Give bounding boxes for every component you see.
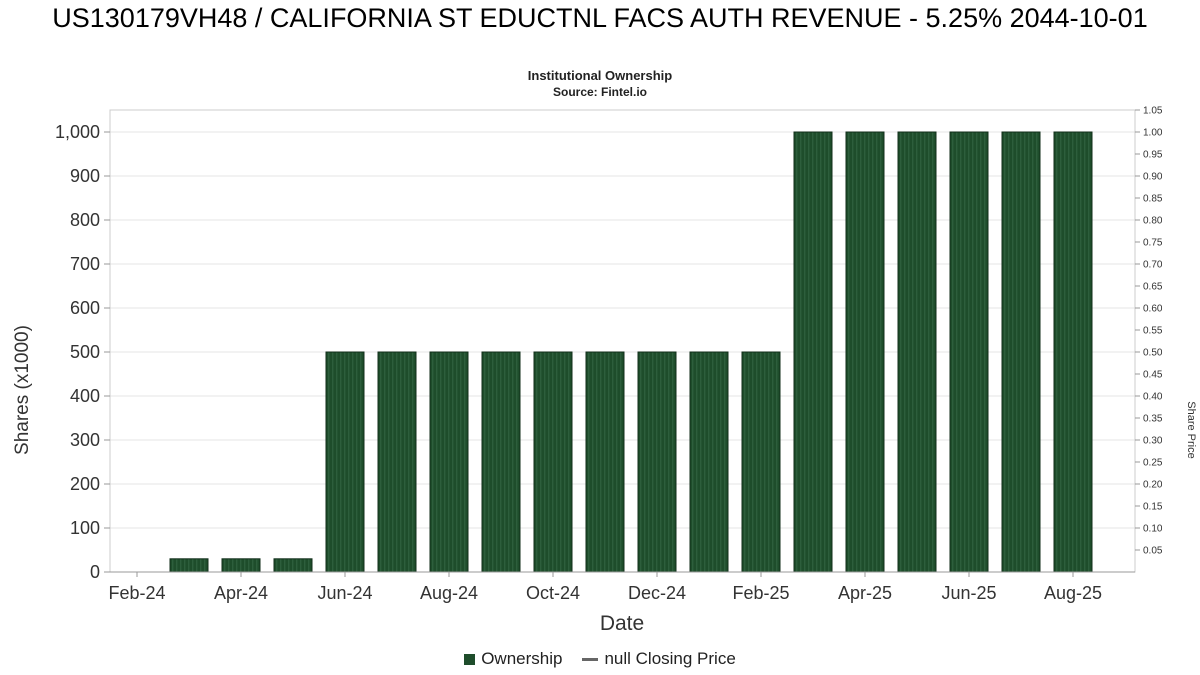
- svg-text:500: 500: [70, 342, 100, 362]
- legend-label-ownership: Ownership: [481, 649, 563, 668]
- legend-item-closing-price[interactable]: null Closing Price: [582, 649, 736, 669]
- svg-text:0.95: 0.95: [1143, 150, 1163, 161]
- svg-text:Feb-24: Feb-24: [108, 583, 165, 603]
- svg-text:600: 600: [70, 298, 100, 318]
- svg-text:0.85: 0.85: [1143, 194, 1163, 205]
- svg-text:Aug-24: Aug-24: [420, 583, 478, 603]
- svg-text:200: 200: [70, 474, 100, 494]
- svg-text:Jun-24: Jun-24: [317, 583, 372, 603]
- svg-text:0.90: 0.90: [1143, 172, 1163, 183]
- svg-text:0.45: 0.45: [1143, 370, 1163, 381]
- svg-text:0.80: 0.80: [1143, 216, 1163, 227]
- svg-text:1.00: 1.00: [1143, 128, 1163, 139]
- svg-text:0.35: 0.35: [1143, 414, 1163, 425]
- chart-source: Source: Fintel.io: [552, 85, 647, 99]
- page-title: US130179VH48 / CALIFORNIA ST EDUCTNL FAC…: [52, 3, 1148, 33]
- svg-text:0: 0: [90, 562, 100, 582]
- ownership-bar-chart: 0 100 200 300 400 500 600 700 800 900 1,000 0.05 0.1…: [12, 106, 1197, 636]
- svg-text:0.05: 0.05: [1143, 546, 1163, 557]
- svg-text:700: 700: [70, 254, 100, 274]
- legend-label-closing-price: null Closing Price: [604, 649, 736, 668]
- legend-item-ownership[interactable]: Ownership: [464, 649, 562, 669]
- svg-text:Date: Date: [600, 612, 644, 635]
- ownership-swatch-icon: [464, 653, 476, 665]
- svg-text:0.25: 0.25: [1143, 458, 1163, 469]
- svg-text:0.30: 0.30: [1143, 436, 1163, 447]
- svg-text:Jun-25: Jun-25: [941, 583, 996, 603]
- svg-text:Shares (x1000): Shares (x1000): [12, 325, 33, 455]
- svg-text:0.20: 0.20: [1143, 480, 1163, 491]
- svg-text:0.40: 0.40: [1143, 392, 1163, 403]
- svg-text:0.70: 0.70: [1143, 260, 1163, 271]
- svg-text:Dec-24: Dec-24: [628, 583, 686, 603]
- svg-text:0.65: 0.65: [1143, 282, 1163, 293]
- svg-text:1,000: 1,000: [55, 122, 100, 142]
- svg-text:900: 900: [70, 166, 100, 186]
- svg-text:800: 800: [70, 210, 100, 230]
- svg-text:100: 100: [70, 518, 100, 538]
- svg-text:0.15: 0.15: [1143, 502, 1163, 513]
- svg-text:400: 400: [70, 386, 100, 406]
- svg-text:0.60: 0.60: [1143, 304, 1163, 315]
- svg-text:Apr-25: Apr-25: [838, 583, 892, 603]
- svg-text:0.50: 0.50: [1143, 348, 1163, 359]
- svg-text:Feb-25: Feb-25: [732, 583, 789, 603]
- svg-text:Oct-24: Oct-24: [526, 583, 580, 603]
- svg-text:0.10: 0.10: [1143, 524, 1163, 535]
- svg-text:0.55: 0.55: [1143, 326, 1163, 337]
- chart-subtitle: Institutional Ownership: [527, 68, 673, 83]
- closing-price-dash-icon: [582, 657, 599, 661]
- svg-text:Share Price: Share Price: [1185, 401, 1197, 458]
- svg-text:300: 300: [70, 430, 100, 450]
- svg-text:Aug-25: Aug-25: [1044, 583, 1102, 603]
- svg-text:1.05: 1.05: [1143, 106, 1163, 117]
- legend: Ownership null Closing Price: [0, 646, 1200, 672]
- svg-text:0.75: 0.75: [1143, 238, 1163, 249]
- svg-text:Apr-24: Apr-24: [214, 583, 268, 603]
